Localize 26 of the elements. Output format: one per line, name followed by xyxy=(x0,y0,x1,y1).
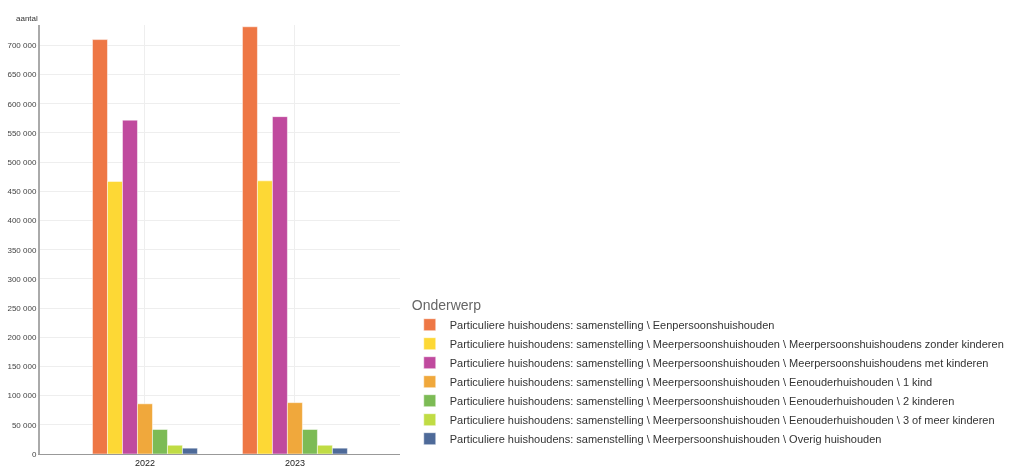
y-tick-label: 500 000 xyxy=(7,157,37,167)
legend-label: Particuliere huishoudens: samenstelling \ Meerpersoonshuishouden \ Meerpersoonshuishoudens met kinderen xyxy=(449,356,989,369)
legend-label: Particuliere huishoudens: samenstelling \ Meerpersoonshuishouden \ Meerpersoonshuishoudens zonder kinderen xyxy=(449,337,1004,350)
y-axis-title: aantal xyxy=(16,14,39,23)
legend-label: Particuliere huishoudens: samenstelling \ Meerpersoonshuishouden \ Eenouderhuishouden \ 3 of meer kinderen xyxy=(449,413,995,426)
legend-label: Particuliere huishoudens: samenstelling \ Meerpersoonshuishouden \ Eenouderhuishouden \ 1 kind xyxy=(449,375,933,388)
x-tick-label: 2022 xyxy=(134,457,155,468)
y-tick-label: 0 xyxy=(31,449,37,459)
y-tick-label: 200 000 xyxy=(7,333,37,343)
legend-title: Onderwerp xyxy=(411,297,482,314)
y-tick-label: 150 000 xyxy=(7,362,37,372)
y-tick-label: 50 000 xyxy=(11,420,37,430)
y-tick-label: 650 000 xyxy=(7,70,37,80)
y-tick-label: 450 000 xyxy=(7,187,37,197)
y-tick-label: 300 000 xyxy=(7,274,37,284)
legend-label: Particuliere huishoudens: samenstelling \ Meerpersoonshuishouden \ Overig huishouden xyxy=(449,432,882,445)
y-tick-label: 350 000 xyxy=(7,245,37,255)
y-tick-label: 600 000 xyxy=(7,99,37,109)
x-tick-label: 2023 xyxy=(284,457,305,468)
y-tick-label: 550 000 xyxy=(7,128,37,138)
y-tick-label: 400 000 xyxy=(7,216,37,226)
y-tick-label: 100 000 xyxy=(7,391,37,401)
legend-label: Particuliere huishoudens: samenstelling \ Meerpersoonshuishouden \ Eenouderhuishouden \ 2 kinderen xyxy=(449,394,955,407)
y-tick-label: 250 000 xyxy=(7,303,37,313)
y-tick-label: 700 000 xyxy=(7,41,37,51)
legend-label: Particuliere huishoudens: samenstelling \ Eenpersoonshuishouden xyxy=(449,318,775,331)
